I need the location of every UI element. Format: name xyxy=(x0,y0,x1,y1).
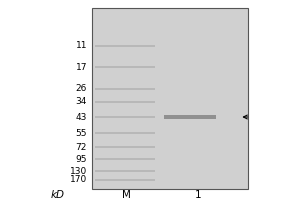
Text: 17: 17 xyxy=(76,62,87,72)
Bar xyxy=(94,146,154,148)
Text: 95: 95 xyxy=(76,154,87,164)
Bar xyxy=(164,115,216,119)
Bar xyxy=(94,101,154,103)
Text: 170: 170 xyxy=(70,176,87,184)
Text: 43: 43 xyxy=(76,112,87,121)
Text: 34: 34 xyxy=(76,98,87,106)
Bar xyxy=(94,116,154,118)
Bar xyxy=(94,170,154,172)
Text: kD: kD xyxy=(50,190,64,200)
Text: 130: 130 xyxy=(70,166,87,176)
Bar xyxy=(94,45,154,47)
Text: 72: 72 xyxy=(76,142,87,152)
Bar xyxy=(94,179,154,181)
Text: 55: 55 xyxy=(76,129,87,138)
Bar xyxy=(92,8,248,189)
Text: M: M xyxy=(122,190,130,200)
Text: 11: 11 xyxy=(76,42,87,50)
Bar xyxy=(94,88,154,90)
Bar xyxy=(94,158,154,160)
Text: 1: 1 xyxy=(195,190,201,200)
Text: 26: 26 xyxy=(76,84,87,93)
Bar xyxy=(94,66,154,68)
Bar xyxy=(94,132,154,134)
